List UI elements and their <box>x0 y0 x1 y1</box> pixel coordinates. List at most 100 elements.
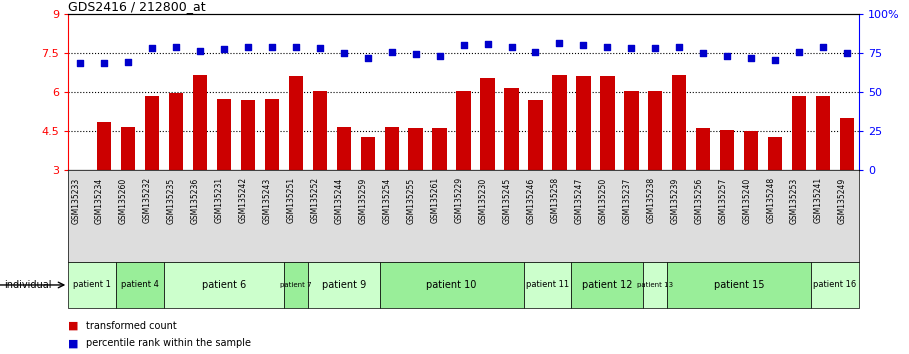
Text: GSM135239: GSM135239 <box>670 177 679 223</box>
Text: GSM135233: GSM135233 <box>71 177 80 223</box>
Bar <box>696 129 711 170</box>
Bar <box>216 98 231 170</box>
Bar <box>572 262 644 308</box>
Bar <box>68 262 116 308</box>
Bar <box>524 262 572 308</box>
Bar <box>313 91 327 170</box>
Text: GSM135249: GSM135249 <box>838 177 847 223</box>
Text: GSM135248: GSM135248 <box>766 177 775 223</box>
Bar <box>361 137 375 170</box>
Point <box>288 44 303 50</box>
Text: GSM135231: GSM135231 <box>215 177 224 223</box>
Text: patient 10: patient 10 <box>426 280 477 290</box>
Text: ■: ■ <box>68 321 79 331</box>
Point <box>265 44 279 50</box>
Bar <box>840 118 854 170</box>
Point <box>313 45 327 51</box>
Text: GSM135240: GSM135240 <box>742 177 751 223</box>
Text: GSM135244: GSM135244 <box>335 177 344 223</box>
Text: patient 6: patient 6 <box>202 280 246 290</box>
Point <box>552 40 566 46</box>
Point <box>815 44 830 50</box>
Text: GSM135252: GSM135252 <box>311 177 320 223</box>
Bar <box>336 127 351 170</box>
Point <box>768 57 783 62</box>
Bar <box>553 75 566 170</box>
Text: GSM135253: GSM135253 <box>790 177 799 223</box>
Bar <box>289 76 303 170</box>
Text: GSM135230: GSM135230 <box>478 177 487 223</box>
Text: transformed count: transformed count <box>86 321 177 331</box>
Text: GSM135242: GSM135242 <box>239 177 248 223</box>
Text: GSM135237: GSM135237 <box>623 177 632 223</box>
Point <box>720 53 734 58</box>
Text: GSM135234: GSM135234 <box>95 177 105 223</box>
Bar <box>672 75 686 170</box>
Point <box>672 44 686 50</box>
Bar <box>241 100 255 170</box>
Bar <box>380 262 524 308</box>
Bar <box>816 96 830 170</box>
Text: GSM135255: GSM135255 <box>406 177 415 223</box>
Text: GSM135247: GSM135247 <box>574 177 584 223</box>
Bar <box>145 96 159 170</box>
Text: GSM135236: GSM135236 <box>191 177 200 223</box>
Point <box>456 42 471 48</box>
Bar <box>480 78 494 170</box>
Bar <box>433 129 447 170</box>
Text: GSM135229: GSM135229 <box>454 177 464 223</box>
Bar <box>193 75 207 170</box>
Point <box>169 44 184 50</box>
Text: GSM135235: GSM135235 <box>167 177 176 223</box>
Bar <box>121 127 135 170</box>
Point <box>624 45 639 51</box>
Bar <box>768 137 783 170</box>
Text: patient 15: patient 15 <box>714 280 764 290</box>
Text: patient 13: patient 13 <box>637 282 674 288</box>
Point <box>480 41 494 47</box>
Point <box>408 52 423 57</box>
Bar <box>504 88 519 170</box>
Point <box>97 61 112 66</box>
Point <box>336 50 351 56</box>
Text: GSM135243: GSM135243 <box>263 177 272 223</box>
Point <box>504 44 519 50</box>
Text: GSM135260: GSM135260 <box>119 177 128 223</box>
Text: patient 4: patient 4 <box>121 280 159 290</box>
Bar <box>600 76 614 170</box>
Text: percentile rank within the sample: percentile rank within the sample <box>86 338 252 348</box>
Point <box>241 44 255 50</box>
Text: GSM135251: GSM135251 <box>287 177 295 223</box>
Bar <box>169 93 184 170</box>
Point <box>648 45 663 51</box>
Text: GSM135250: GSM135250 <box>598 177 607 223</box>
Bar <box>792 96 806 170</box>
Bar <box>385 127 399 170</box>
Text: GSM135256: GSM135256 <box>694 177 704 223</box>
Text: GSM135258: GSM135258 <box>551 177 559 223</box>
Point <box>193 48 207 53</box>
Text: GSM135257: GSM135257 <box>718 177 727 223</box>
Bar <box>648 91 663 170</box>
Point <box>576 42 591 48</box>
Point <box>121 59 135 65</box>
Bar <box>284 262 308 308</box>
Bar <box>164 262 284 308</box>
Text: GSM135254: GSM135254 <box>383 177 392 223</box>
Text: patient 11: patient 11 <box>526 280 569 290</box>
Point <box>73 61 87 66</box>
Text: GSM135246: GSM135246 <box>526 177 535 223</box>
Text: GSM135241: GSM135241 <box>814 177 823 223</box>
Text: patient 16: patient 16 <box>814 280 856 290</box>
Text: GSM135259: GSM135259 <box>359 177 368 223</box>
Text: individual: individual <box>5 280 52 290</box>
Point <box>361 56 375 61</box>
Bar <box>667 262 811 308</box>
Text: patient 9: patient 9 <box>322 280 366 290</box>
Bar <box>811 262 859 308</box>
Text: GSM135261: GSM135261 <box>431 177 440 223</box>
Bar <box>456 91 471 170</box>
Bar <box>720 130 734 170</box>
Bar <box>265 98 279 170</box>
Point <box>792 49 806 55</box>
